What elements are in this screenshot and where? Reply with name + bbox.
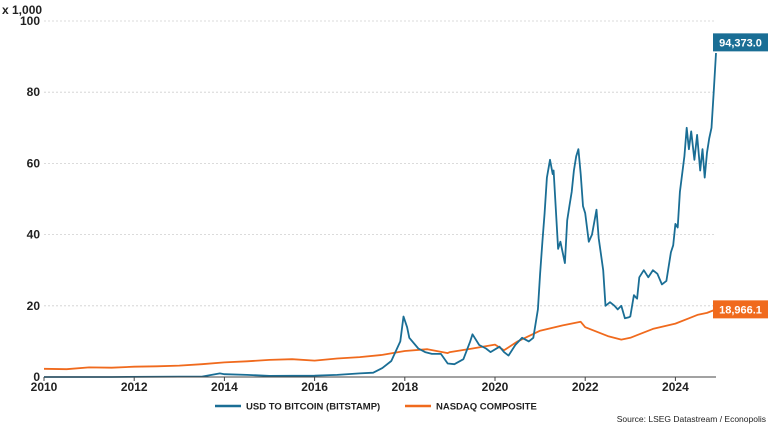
end-label-box [713, 33, 768, 52]
y-tick-labels: 0 20 40 60 80 100 [20, 14, 40, 384]
series-lines [43, 52, 717, 378]
x-tick-label: 2024 [662, 380, 689, 394]
source-note: Source: LSEG Datastream / Econopolis [617, 414, 766, 424]
y-tick-label: 0 [33, 370, 40, 384]
grid-lines [44, 20, 716, 307]
legend-label-bitcoin: USD TO BITCOIN (BITSTAMP) [246, 402, 380, 413]
end-label-text: 18,966.1 [719, 304, 762, 316]
series-line-0 [44, 52, 717, 378]
y-tick-label: 100 [20, 14, 40, 28]
x-tick-label: 2012 [121, 380, 148, 394]
series-line-1 [43, 308, 717, 371]
y-tick-label: 40 [27, 228, 41, 242]
end-value-labels: 18,966.1 94,373.0 [713, 33, 768, 319]
end-label-1: 18,966.1 [713, 300, 768, 319]
y-unit-label: x 1,000 [2, 3, 42, 17]
end-label-0: 94,373.0 [713, 33, 768, 52]
y-tick-label: 20 [27, 299, 41, 313]
y-tick-label: 80 [27, 85, 41, 99]
legend-label-nasdaq: NASDAQ COMPOSITE [436, 402, 537, 413]
x-tick-label: 2022 [572, 380, 599, 394]
x-tick-labels: 2010 2012 2014 2016 2018 2020 2022 2024 [31, 377, 689, 394]
end-label-box [713, 300, 768, 319]
end-label-text: 94,373.0 [719, 37, 762, 49]
y-tick-label: 60 [27, 156, 41, 170]
x-tick-label: 2018 [391, 380, 418, 394]
x-tick-label: 2016 [301, 380, 328, 394]
x-tick-label: 2010 [31, 380, 58, 394]
legend: USD TO BITCOIN (BITSTAMP) NASDAQ COMPOSI… [215, 402, 537, 413]
x-tick-label: 2014 [211, 380, 238, 394]
x-tick-label: 2020 [482, 380, 509, 394]
